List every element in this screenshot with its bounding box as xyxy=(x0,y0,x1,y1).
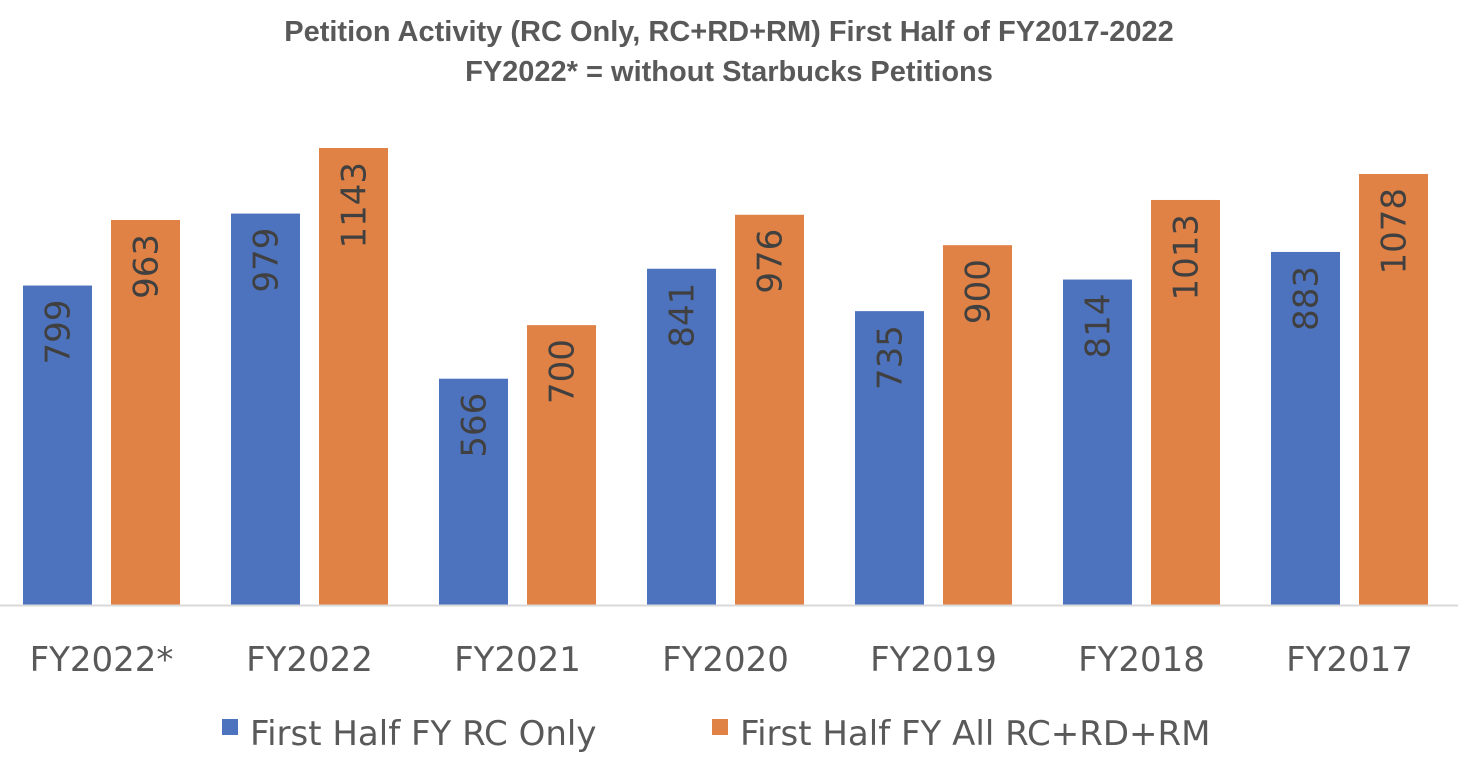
data-label: 979 xyxy=(247,228,287,293)
data-label: 799 xyxy=(39,300,79,365)
bar-all-fy2021 xyxy=(527,325,596,605)
data-label: 976 xyxy=(751,229,791,294)
x-tick-label: FY2022* xyxy=(30,640,174,680)
bar-all-fy2020 xyxy=(735,214,804,605)
bar-rc-only-fy2021 xyxy=(439,378,508,605)
bar-rc-only-fy2022 xyxy=(231,213,300,606)
data-label: 814 xyxy=(1079,294,1119,359)
bar-rc-only-fy2017 xyxy=(1271,251,1340,605)
data-label: 735 xyxy=(871,325,911,390)
data-label: 1078 xyxy=(1375,188,1415,275)
legend-swatch-rc-only xyxy=(222,719,238,735)
bar-rc-only-fy2018 xyxy=(1063,279,1132,605)
data-label: 566 xyxy=(455,393,495,458)
x-tick-label: FY2022 xyxy=(246,640,373,680)
data-label: 1143 xyxy=(335,162,375,249)
bars-group: 799 963 979 1143 566 700 841 976 735 900 814 1013 88… xyxy=(23,148,1428,606)
legend-label-rc-only: First Half FY RC Only xyxy=(250,714,596,754)
x-tick-label: FY2018 xyxy=(1078,640,1205,680)
bar-all-fy2022 xyxy=(319,148,388,605)
data-label: 883 xyxy=(1287,266,1327,331)
bar-all-fy2017 xyxy=(1359,173,1428,605)
x-tick-label: FY2017 xyxy=(1286,640,1413,680)
legend-swatch-all-rc-rd-rm xyxy=(712,719,728,735)
bar-rc-only-fy2019 xyxy=(855,311,924,605)
x-tick-label: FY2020 xyxy=(662,640,789,680)
legend-label-all-rc-rd-rm: First Half FY All RC+RD+RM xyxy=(740,714,1211,754)
chart-title: Petition Activity (RC Only, RC+RD+RM) Fi… xyxy=(284,16,1174,48)
data-label: 963 xyxy=(127,234,167,299)
x-tick-label: FY2019 xyxy=(870,640,997,680)
data-label: 700 xyxy=(543,339,583,404)
data-label: 900 xyxy=(959,259,999,324)
legend: First Half FY RC Only First Half FY All … xyxy=(222,714,1211,754)
x-axis-ticks: FY2022* FY2022 FY2021 FY2020 FY2019 FY2018 FY2… xyxy=(30,640,1413,680)
data-label: 841 xyxy=(663,283,703,348)
bar-all-fy2019 xyxy=(943,245,1012,606)
bar-rc-only-fy2022-star xyxy=(23,285,92,605)
data-label: 1013 xyxy=(1167,214,1207,301)
x-tick-label: FY2021 xyxy=(454,640,581,680)
chart-subtitle: FY2022* = without Starbucks Petitions xyxy=(465,56,993,88)
bar-all-fy2018 xyxy=(1151,199,1220,606)
bar-rc-only-fy2020 xyxy=(647,268,716,605)
bar-all-fy2022-star xyxy=(111,219,180,605)
